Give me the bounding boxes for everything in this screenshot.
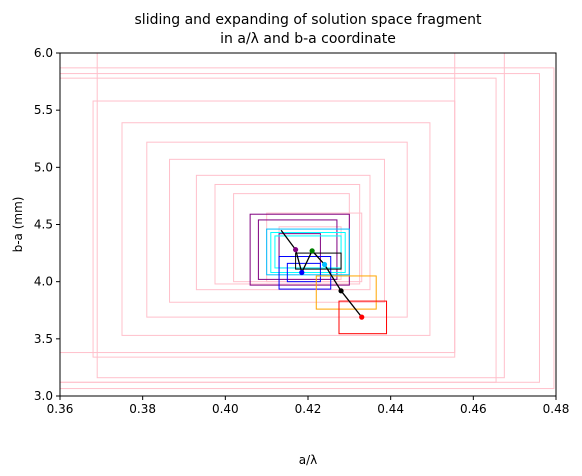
fragment-rect-blue-22 <box>286 262 321 283</box>
fragment-rect-pink-1 <box>60 73 540 383</box>
fragment-rect-pink-3 <box>60 77 497 383</box>
fragment-rect-pink-12 <box>266 212 363 283</box>
y-axis-ticks: 3.0 3.5 4.0 4.5 5.0 5.5 6.0 <box>34 46 60 403</box>
trajectory-point-deepskyblue-3 <box>321 261 328 268</box>
plot-frame <box>59 52 557 397</box>
fragment-rect-pink-5 <box>60 53 456 354</box>
fragment-rect-pink-10 <box>214 183 361 285</box>
trajectory-point-blue-1 <box>299 269 305 276</box>
fragment-rect-pink-9 <box>195 174 371 291</box>
y-tick-label-2: 4.0 <box>34 275 53 289</box>
trajectory-point-purple-0 <box>293 247 299 253</box>
trajectory-point-green-2 <box>309 248 315 254</box>
y-tick-label-5: 5.5 <box>34 103 53 117</box>
y-axis-label: b-a (mm) <box>11 197 25 253</box>
chart-title-line-2: in a/λ and b-a coordinate <box>220 31 396 47</box>
fragment-rect-pink-11 <box>233 193 350 283</box>
fragment-rect-pink-8 <box>169 158 385 303</box>
x-tick-label-2: 0.40 <box>212 402 239 416</box>
fragment-rect-purple-16 <box>257 219 338 280</box>
x-tick-label-5: 0.46 <box>460 402 487 416</box>
chart-title-line-1: sliding and expanding of solution space … <box>135 12 482 28</box>
trajectory-point-red-5 <box>359 314 365 320</box>
trajectory-point-black-4 <box>338 288 344 294</box>
fragment-rect-pink-6 <box>121 122 431 336</box>
fragment-rect-cyan-20 <box>274 235 342 269</box>
x-tick-label-4: 0.44 <box>377 402 404 416</box>
x-axis-ticks: 0.36 0.38 0.40 0.42 0.44 0.46 0.48 <box>47 396 570 416</box>
x-tick-label-1: 0.38 <box>129 402 156 416</box>
x-axis-label: a/λ <box>299 453 318 467</box>
fragment-rect-orange-23 <box>315 275 377 310</box>
trajectory-points <box>293 247 365 320</box>
x-tick-label-3: 0.42 <box>295 402 322 416</box>
y-tick-label-6: 6.0 <box>34 46 53 60</box>
x-tick-label-6: 0.48 <box>543 402 570 416</box>
fragment-rect-black-25 <box>295 252 342 270</box>
fragment-rect-pink-0 <box>60 67 555 390</box>
fragment-rect-cyan-19 <box>270 232 346 274</box>
fragment-rectangles <box>60 53 556 390</box>
fragment-rect-pink-2 <box>96 53 505 379</box>
y-tick-label-1: 3.5 <box>34 332 53 346</box>
y-tick-label-4: 5.0 <box>34 160 53 174</box>
fragment-rect-deepskyblue-18 <box>266 228 350 276</box>
fragment-rect-red-24 <box>338 300 388 335</box>
x-tick-label-0: 0.36 <box>47 402 74 416</box>
fragment-rect-blue-21 <box>278 256 332 290</box>
y-tick-label-3: 4.5 <box>34 218 53 232</box>
fragment-rect-pink-7 <box>146 141 408 318</box>
y-tick-label-0: 3.0 <box>34 389 53 403</box>
